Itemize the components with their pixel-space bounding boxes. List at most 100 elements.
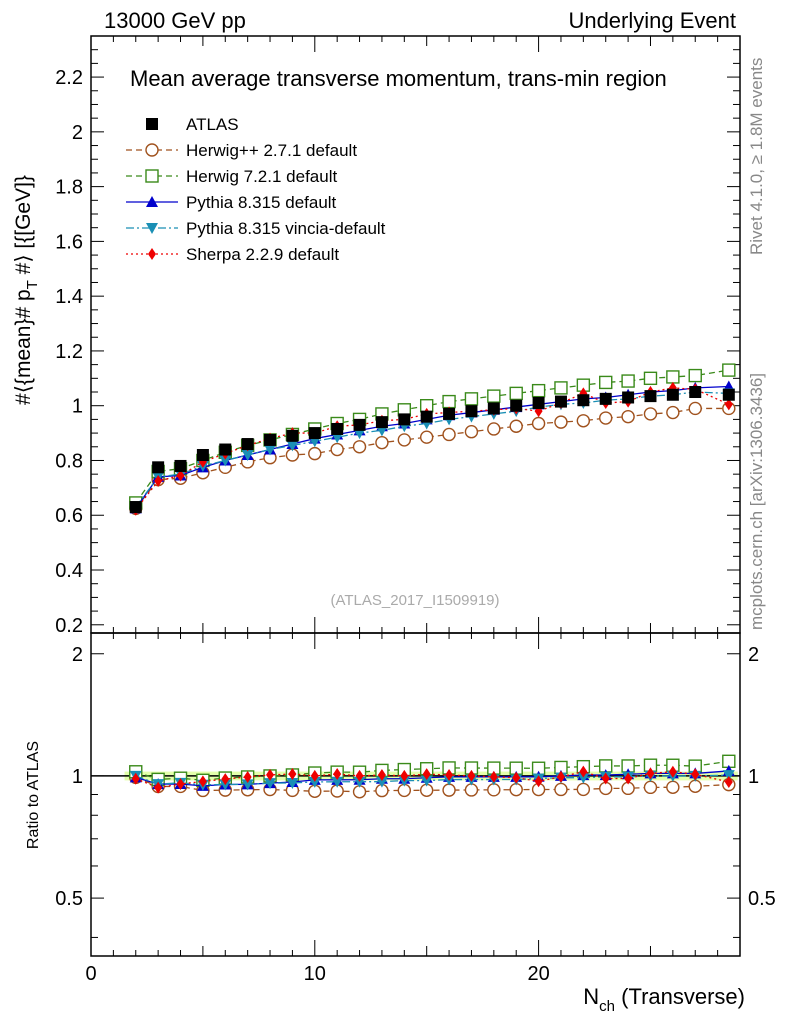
data-point-vincia — [286, 440, 299, 452]
ratio-point-sherpa — [467, 769, 476, 782]
mcplots-label: mcplots.cern.ch [arXiv:1306.3436] — [747, 373, 766, 630]
data-point-herwig7 — [599, 375, 613, 390]
ratio-point-vincia — [722, 770, 735, 782]
ratio-point-sherpa — [333, 768, 342, 781]
data-point-atlas — [532, 396, 545, 409]
ratio-plot-frame — [90, 632, 741, 957]
data-point-atlas — [241, 438, 254, 451]
data-point-atlas — [644, 390, 657, 403]
x-axis-label-suffix: (Transverse) — [615, 984, 745, 1009]
ratio-point-vincia — [331, 776, 344, 788]
data-point-herwigpp — [531, 416, 546, 431]
legend-marker-atlas — [146, 118, 158, 130]
data-point-atlas — [622, 391, 635, 404]
legend-marker-sherpa — [148, 248, 156, 260]
ratio-y-tick-label: 2 — [72, 644, 83, 666]
data-point-atlas — [398, 413, 411, 426]
data-point-vincia — [241, 449, 254, 461]
data-point-herwigpp — [487, 422, 501, 436]
data-point-atlas — [443, 407, 456, 420]
ratio-point-herwigpp — [464, 783, 479, 797]
legend-label-pythia: Pythia 8.315 default — [186, 193, 337, 212]
ratio-point-vincia — [241, 779, 254, 791]
series-line-herwigpp — [135, 407, 729, 509]
data-point-herwigpp — [330, 442, 344, 457]
ratio-point-sherpa — [355, 769, 364, 782]
ratio-point-vincia — [577, 772, 590, 784]
ratio-point-vincia — [353, 776, 366, 788]
data-point-atlas — [599, 392, 612, 405]
y-axis-label-suffix: #⟩ [{[GeV]} — [12, 175, 35, 280]
ratio-point-vincia — [375, 776, 388, 788]
data-point-herwig7 — [643, 371, 658, 386]
data-point-herwig7 — [554, 381, 568, 395]
legend: ATLAS Herwig++ 2.7.1 default Herwig 7.2.1 … — [126, 115, 386, 264]
data-point-atlas — [420, 410, 433, 423]
data-point-herwig7 — [722, 363, 736, 377]
ratio-point-sherpa — [288, 767, 297, 780]
ratio-point-sherpa — [624, 772, 633, 785]
ratio-point-sherpa — [512, 771, 521, 784]
data-point-atlas — [264, 433, 277, 446]
ratio-point-sherpa — [221, 773, 230, 786]
legend-label-sherpa: Sherpa 2.2.9 default — [186, 245, 339, 264]
ratio-point-sherpa — [243, 770, 252, 783]
data-point-vincia — [264, 444, 277, 456]
ratio-point-sherpa — [579, 765, 588, 778]
ratio-point-sherpa — [534, 775, 543, 788]
main-y-axis: 0.2 0.4 0.6 0.8 1 1.2 1.4 1.6 1.8 2 2.2 — [55, 49, 740, 637]
data-point-atlas — [152, 461, 165, 474]
y-axis-label-main: #⟨{mean}# p — [12, 289, 35, 405]
legend-label-atlas: ATLAS — [186, 115, 239, 134]
ratio-y-axis: 0.5 0.5 1 1 2 2 — [55, 644, 776, 938]
legend-label-vincia: Pythia 8.315 vincia-default — [186, 219, 386, 238]
x-tick-label: 20 — [527, 963, 549, 985]
data-point-herwigpp — [419, 430, 434, 444]
ratio-series-sherpa — [131, 765, 733, 794]
data-point-atlas — [510, 399, 523, 412]
legend-label-herwig7: Herwig 7.2.1 default — [186, 167, 337, 186]
y-tick-label: 0.8 — [55, 450, 83, 472]
ratio-point-sherpa — [445, 769, 454, 782]
series-atlas — [129, 386, 735, 514]
legend-marker-vincia — [146, 223, 158, 234]
ratio-point-herwigpp — [643, 780, 658, 795]
data-point-herwigpp — [621, 409, 635, 424]
ratio-point-sherpa — [131, 772, 140, 785]
legend-entry-herwigpp: Herwig++ 2.7.1 default — [126, 141, 357, 160]
ratio-point-vincia — [420, 775, 433, 787]
data-point-herwigpp — [688, 401, 702, 416]
data-point-herwig7 — [442, 394, 456, 409]
data-point-atlas — [331, 422, 344, 435]
data-point-herwig7 — [487, 389, 501, 403]
ratio-point-sherpa — [266, 768, 275, 781]
y-tick-label: 0.6 — [55, 505, 83, 527]
data-point-herwig7 — [509, 386, 523, 401]
data-point-herwigpp — [666, 405, 680, 420]
data-point-atlas — [286, 429, 299, 442]
y-tick-label: 1.4 — [55, 286, 83, 308]
data-point-atlas — [554, 395, 567, 408]
data-point-herwig7 — [531, 383, 546, 398]
ratio-y-tick-label-right: 0.5 — [748, 888, 776, 910]
legend-entry-pythia: Pythia 8.315 default — [126, 193, 337, 212]
data-point-atlas — [487, 402, 500, 415]
data-point-atlas — [666, 388, 679, 401]
legend-marker-herwig7 — [145, 169, 159, 183]
y-tick-label: 1.6 — [55, 231, 83, 253]
ratio-point-sherpa — [198, 775, 207, 788]
ratio-point-vincia — [286, 778, 299, 790]
data-point-atlas — [353, 418, 366, 431]
data-point-atlas — [375, 416, 388, 429]
data-point-vincia — [219, 455, 232, 467]
x-axis-label: Nch (Transverse) — [583, 984, 745, 1015]
ratio-y-tick-label-right: 1 — [748, 766, 759, 788]
y-axis-label: #⟨{mean}# pT #⟩ [{[GeV]} — [12, 175, 41, 405]
y-axis-label-sub: T — [24, 280, 41, 289]
data-point-atlas — [722, 388, 735, 401]
ratio-point-sherpa — [400, 769, 409, 782]
x-axis: 0 10 20 — [85, 36, 741, 985]
data-point-herwigpp — [375, 435, 389, 450]
ratio-point-sherpa — [601, 772, 610, 785]
